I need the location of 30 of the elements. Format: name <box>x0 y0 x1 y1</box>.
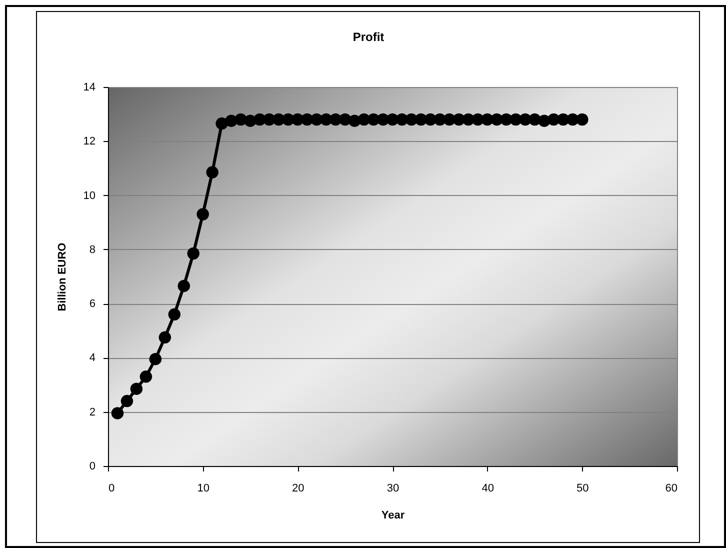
y-tick-label: 6 <box>89 298 96 310</box>
point <box>576 113 588 126</box>
x-axis-title: Year <box>381 510 406 522</box>
y-tick-label: 14 <box>83 82 96 94</box>
y-tick-label: 4 <box>89 352 96 364</box>
y-axis-title: Billion EURO <box>56 242 68 312</box>
x-tick-label: 50 <box>576 482 589 494</box>
point <box>178 280 190 292</box>
point <box>149 352 162 366</box>
x-tick-label: 20 <box>292 482 304 494</box>
x-tick-label: 0 <box>108 482 115 494</box>
y-tick-label: 10 <box>83 190 96 202</box>
point <box>140 370 152 383</box>
point <box>158 331 172 344</box>
x-tick-label: 60 <box>665 482 678 494</box>
chart-title: Profit <box>352 30 384 44</box>
x-tick-label: 10 <box>197 482 210 494</box>
y-tick-label: 12 <box>83 136 96 148</box>
x-tick-label: 30 <box>386 482 400 494</box>
y-tick-label: 0 <box>89 460 96 472</box>
x-tick-label: 40 <box>482 482 494 494</box>
point <box>206 166 218 178</box>
y-tick-label: 2 <box>89 406 96 418</box>
y-tick-label: 8 <box>89 244 96 256</box>
point <box>120 394 134 408</box>
point <box>111 407 124 420</box>
point <box>130 382 143 395</box>
point <box>187 247 200 260</box>
point <box>196 208 209 220</box>
point <box>168 308 181 321</box>
